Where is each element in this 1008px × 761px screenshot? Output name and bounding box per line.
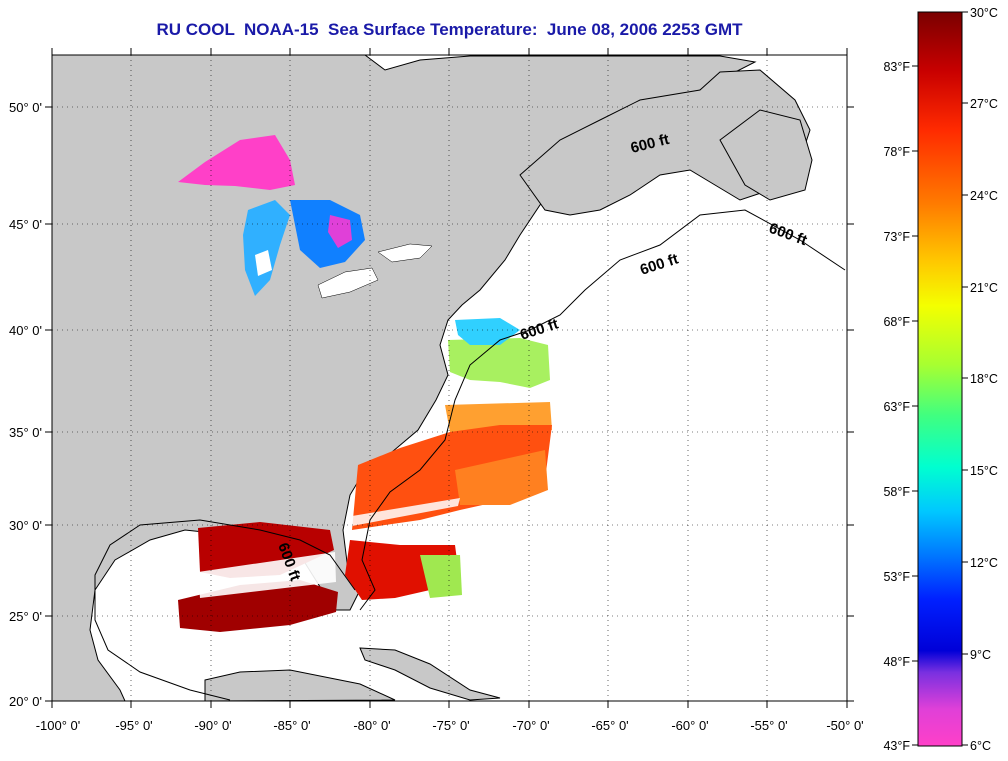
colorbar-celsius-label: 15°C (970, 464, 998, 478)
lon-label: -80° 0' (353, 718, 390, 733)
colorbar-fahrenheit-label: 83°F (883, 60, 910, 74)
lon-label: -75° 0' (432, 718, 469, 733)
lon-label: -90° 0' (194, 718, 231, 733)
great-lakes-sst (178, 135, 433, 299)
lon-label: -95° 0' (115, 718, 152, 733)
colorbar-fahrenheit-label: 48°F (883, 655, 910, 669)
lat-label: 20° 0' (9, 694, 42, 709)
lon-label: -85° 0' (273, 718, 310, 733)
colorbar-fahrenheit-label: 73°F (883, 230, 910, 244)
colorbar-fahrenheit-label: 78°F (883, 145, 910, 159)
lon-label: -70° 0' (512, 718, 549, 733)
lon-label: -55° 0' (750, 718, 787, 733)
lon-labels: -100° 0' -95° 0' -90° 0' -85° 0' -80° 0'… (36, 718, 864, 733)
colorbar-fahrenheit-label: 53°F (883, 570, 910, 584)
colorbar-celsius-label: 30°C (970, 6, 998, 20)
colorbar-celsius-label: 9°C (970, 648, 991, 662)
colorbar-celsius-label: 21°C (970, 281, 998, 295)
ocean-sst (178, 318, 552, 632)
lon-label: -65° 0' (591, 718, 628, 733)
colorbar-fahrenheit-label: 63°F (883, 400, 910, 414)
lat-label: 35° 0' (9, 425, 42, 440)
lat-label: 25° 0' (9, 609, 42, 624)
colorbar-celsius-label: 12°C (970, 556, 998, 570)
colorbar-celsius-label: 27°C (970, 97, 998, 111)
lon-label: -50° 0' (826, 718, 863, 733)
colorbar-fahrenheit-label: 58°F (883, 485, 910, 499)
lat-label: 40° 0' (9, 323, 42, 338)
colorbar-celsius-label: 6°C (970, 739, 991, 753)
colorbar-gradient (917, 11, 963, 747)
lat-label: 45° 0' (9, 217, 42, 232)
tick-marks (45, 48, 854, 708)
lon-label: -60° 0' (671, 718, 708, 733)
colorbar-celsius-label: 18°C (970, 372, 998, 386)
lat-labels: 20° 0' 25° 0' 30° 0' 35° 0' 40° 0' 45° 0… (9, 100, 42, 709)
colorbar-fahrenheit-label: 43°F (883, 739, 910, 753)
colorbar-fahrenheit-label: 68°F (883, 315, 910, 329)
lat-label: 30° 0' (9, 518, 42, 533)
land (51, 54, 813, 702)
map-title: RU COOL NOAA-15 Sea Surface Temperature:… (156, 20, 743, 39)
colorbar-celsius-label: 24°C (970, 189, 998, 203)
lat-label: 50° 0' (9, 100, 42, 115)
lon-label: -100° 0' (36, 718, 81, 733)
colorbar: 30°C 27°C 24°C 21°C 18°C 15°C 12°C 9°C 6… (883, 6, 997, 753)
